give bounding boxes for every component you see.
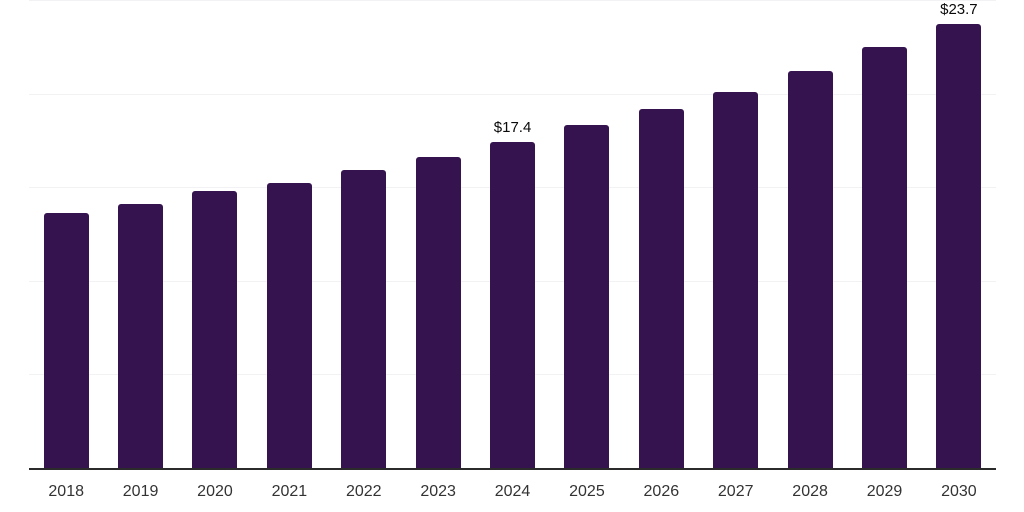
- x-tick-label: 2030: [941, 483, 977, 500]
- bar-column-2020: [178, 0, 252, 468]
- bar-column-2028: [773, 0, 847, 468]
- bar: [415, 157, 461, 468]
- bar-column-2026: [624, 0, 698, 468]
- x-tick-label: 2027: [717, 483, 754, 500]
- bar-column-2025: [550, 0, 624, 468]
- plot-area: $17.4 $23.7: [29, 0, 996, 470]
- bar: [787, 71, 833, 468]
- x-tick-label: 2025: [569, 483, 605, 500]
- x-tick-label: 2029: [866, 483, 903, 500]
- x-tick-label: 2022: [345, 483, 382, 500]
- bar-value-label: $17.4: [493, 119, 532, 137]
- x-tick-label: 2019: [122, 483, 159, 500]
- bar: [490, 142, 536, 468]
- bar-column-2027: [699, 0, 773, 468]
- x-axis: 2018 2019 2020 2021 2022 2023 2024 2025 2026 2027…: [29, 470, 996, 512]
- bar-column-2022: [327, 0, 401, 468]
- bar-column-2030: $23.7: [922, 0, 996, 468]
- bar: [638, 108, 684, 468]
- bar-column-2019: [103, 0, 177, 468]
- bar: [192, 190, 238, 468]
- bar: [936, 24, 982, 468]
- x-tick-label: 2021: [271, 483, 308, 500]
- bar: [713, 91, 759, 468]
- bar: [266, 183, 312, 468]
- bar-column-2024: $17.4: [475, 0, 549, 468]
- bar-column-2023: [401, 0, 475, 468]
- x-tick-label: 2024: [494, 483, 531, 500]
- bar: [118, 204, 164, 468]
- bar-column-2018: [29, 0, 103, 468]
- bars-layer: $17.4 $23.7: [29, 0, 996, 468]
- x-tick-label: 2020: [197, 483, 233, 500]
- bar-column-2029: [847, 0, 921, 468]
- x-tick-label: 2023: [420, 483, 456, 500]
- x-tick-label: 2018: [48, 483, 84, 500]
- bar-column-2021: [252, 0, 326, 468]
- x-tick-label: 2028: [792, 483, 828, 500]
- bar: [564, 125, 610, 468]
- bar: [43, 213, 89, 468]
- bar: [341, 170, 387, 468]
- bar: [861, 46, 907, 468]
- x-tick-label: 2026: [643, 483, 680, 500]
- bar-value-label: $23.7: [940, 1, 978, 19]
